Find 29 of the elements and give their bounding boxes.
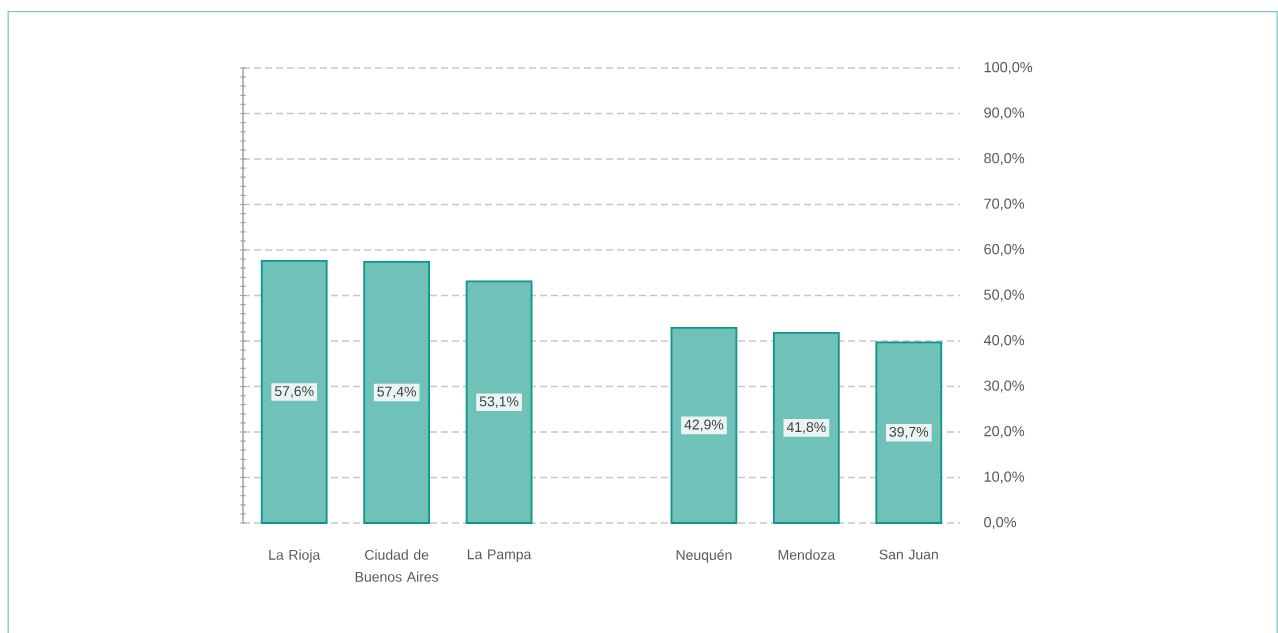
y2-tick-label: 60,0% — [984, 244, 1025, 256]
x-tick-label: La Pampa — [467, 549, 532, 563]
bar — [363, 260, 431, 524]
y2-tick-label: 80,0% — [984, 153, 1025, 165]
bar — [772, 331, 840, 524]
y2-tick-label: 30,0% — [984, 380, 1025, 393]
data-label: 42,9% — [684, 419, 724, 432]
data-label: 53,1% — [479, 396, 519, 408]
bar — [875, 341, 943, 524]
x-tick-label: La Rioja — [269, 549, 321, 563]
bar — [670, 326, 738, 524]
bar — [465, 280, 533, 524]
x-tick-label: San Juan — [879, 549, 938, 560]
x-tick-label: Neuquén — [676, 549, 732, 563]
x-tick-label: Ciudad de Buenos Aires — [355, 549, 439, 582]
bar — [260, 260, 328, 524]
data-label: 39,7% — [889, 426, 929, 439]
y2-tick-label: 10,0% — [984, 471, 1025, 484]
x-tick-label: Mendoza — [778, 549, 836, 560]
y2-tick-label: 40,0% — [983, 335, 1025, 347]
data-label: 57,4% — [377, 386, 416, 399]
y2-tick-label: 50,0% — [984, 289, 1025, 302]
y2-tick-label: 90,0% — [984, 107, 1025, 120]
data-label: 41,8% — [786, 422, 826, 434]
y2-tick-label: 70,0% — [984, 198, 1025, 211]
y2-tick-label: 0,0% — [984, 517, 1017, 529]
y2-tick-label: 100,0% — [984, 62, 1033, 74]
y2-tick-label: 20,0% — [984, 426, 1025, 438]
data-label: 57,6% — [274, 386, 314, 398]
